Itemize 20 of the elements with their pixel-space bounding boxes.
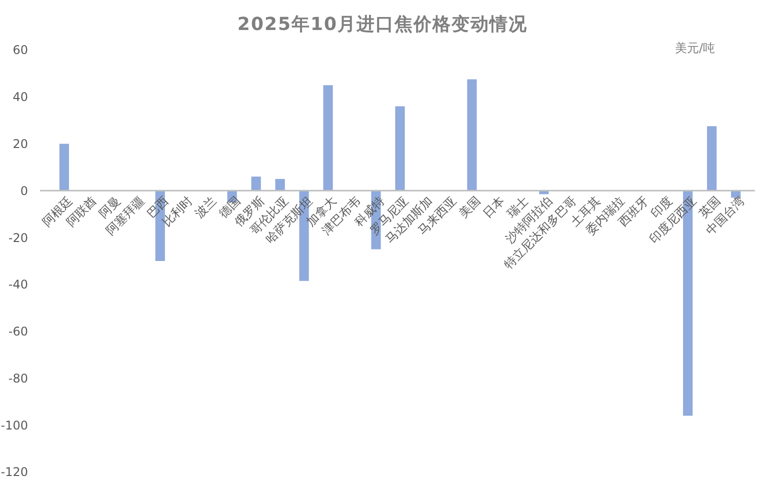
y-tick-label: -40 <box>8 278 28 292</box>
bar <box>275 178 285 191</box>
y-tick-label: 40 <box>12 90 28 104</box>
y-tick-label: 60 <box>12 43 28 58</box>
y-tick-label: -60 <box>8 324 28 339</box>
y-tick-label: -120 <box>0 465 28 480</box>
bar <box>59 144 69 191</box>
y-tick-label: -80 <box>8 371 28 386</box>
annotation: 美元/吨 <box>674 41 715 55</box>
y-tick-label: 0 <box>20 184 28 198</box>
bar <box>707 126 717 191</box>
chart-title: 2025年10月进口焦价格变动情况 <box>237 14 528 35</box>
bar <box>323 85 333 191</box>
bar <box>251 176 261 191</box>
y-tick-label: 20 <box>12 136 28 151</box>
x-tick-label: 波兰 <box>192 194 220 221</box>
y-tick-label: -100 <box>0 418 28 432</box>
bar <box>467 79 477 191</box>
bar <box>395 106 405 191</box>
y-tick-label: -20 <box>8 230 28 245</box>
